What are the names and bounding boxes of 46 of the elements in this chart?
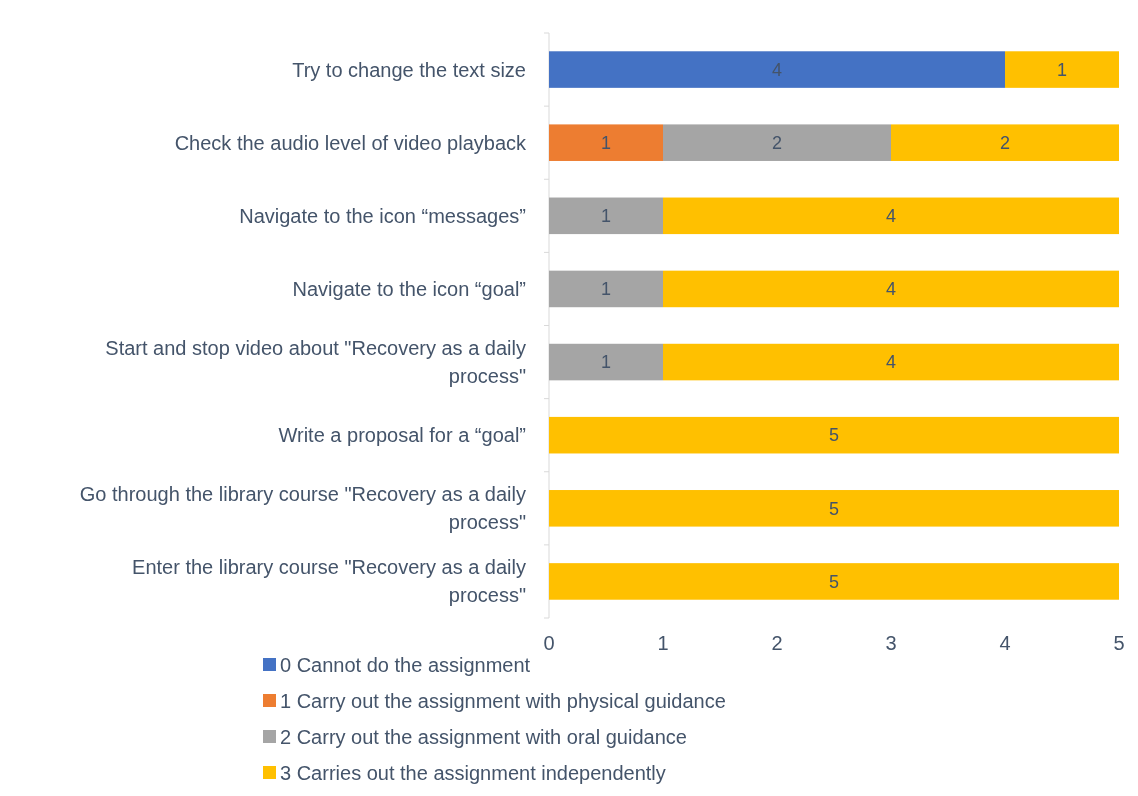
x-tick-label: 3 bbox=[885, 632, 897, 654]
data-label: 5 bbox=[828, 571, 840, 592]
bar bbox=[663, 270, 1119, 308]
data-label: 1 bbox=[600, 279, 612, 300]
data-label: 2 bbox=[771, 132, 783, 153]
y-tick-label: Navigate to the icon “goal” bbox=[292, 277, 526, 300]
bar bbox=[891, 124, 1119, 161]
bar bbox=[663, 343, 1119, 381]
bar bbox=[549, 490, 1119, 527]
legend-label: 2 Carry out the assignment with oral guidance bbox=[280, 726, 687, 748]
bar bbox=[549, 563, 1119, 600]
data-label: 1 bbox=[1056, 59, 1068, 80]
y-tick-label: Start and stop video about "Recovery as a daily process" bbox=[105, 337, 526, 388]
data-label: 4 bbox=[885, 279, 897, 300]
bar bbox=[663, 124, 891, 161]
y-tick-label: Enter the library course "Recovery as a daily process" bbox=[132, 556, 526, 607]
data-label: 1 bbox=[600, 132, 612, 153]
y-tick-label: Write a proposal for a “goal” bbox=[278, 424, 526, 447]
bar bbox=[549, 343, 663, 381]
y-tick-label: Check the audio level of video playback bbox=[174, 131, 527, 154]
data-label: 1 bbox=[600, 352, 612, 373]
legend-label: 3 Carries out the assignment independently bbox=[280, 762, 666, 784]
bar bbox=[663, 197, 1119, 235]
y-tick-label: Navigate to the icon “messages” bbox=[239, 204, 526, 227]
data-label: 5 bbox=[828, 498, 840, 519]
bar bbox=[549, 124, 663, 161]
data-label: 5 bbox=[828, 425, 840, 446]
data-label: 4 bbox=[771, 59, 783, 80]
y-tick-label: Try to change the text size bbox=[292, 58, 526, 81]
bar bbox=[549, 270, 663, 308]
data-label: 4 bbox=[885, 352, 897, 373]
legend-label: 1 Carry out the assignment with physical guidance bbox=[280, 690, 726, 712]
bar bbox=[549, 197, 663, 235]
x-tick-label: 2 bbox=[771, 632, 783, 654]
data-label: 1 bbox=[600, 206, 612, 227]
x-tick-label: 1 bbox=[657, 632, 669, 654]
bar bbox=[549, 416, 1119, 454]
data-label: 4 bbox=[885, 206, 897, 227]
x-tick-label: 0 bbox=[543, 632, 555, 654]
data-label: 2 bbox=[999, 132, 1011, 153]
bar bbox=[1005, 51, 1119, 88]
x-tick-label: 5 bbox=[1113, 632, 1125, 654]
bar bbox=[549, 51, 1005, 88]
y-tick-label: Go through the library course "Recovery as a daily process" bbox=[79, 483, 526, 534]
x-tick-label: 4 bbox=[999, 632, 1011, 654]
legend-label: 0 Cannot do the assignment bbox=[280, 654, 531, 676]
